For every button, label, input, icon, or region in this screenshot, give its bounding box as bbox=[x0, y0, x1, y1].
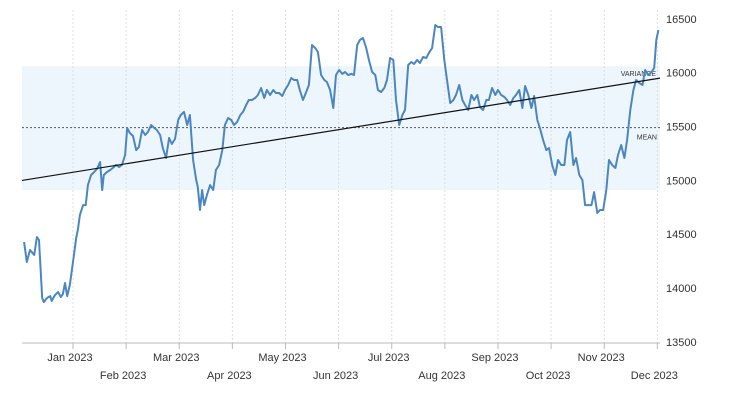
y-tick-label: 16500 bbox=[666, 14, 697, 26]
x-tick-label: Sep 2023 bbox=[471, 352, 518, 364]
x-tick-label: Jun 2023 bbox=[313, 370, 358, 382]
y-tick-label: 16000 bbox=[666, 68, 697, 80]
y-tick-label: 15000 bbox=[666, 175, 697, 187]
price-line bbox=[23, 24, 660, 304]
x-tick-label: Dec 2023 bbox=[631, 370, 678, 382]
x-tick-label: Nov 2023 bbox=[578, 352, 625, 364]
trend-line bbox=[21, 77, 661, 182]
x-tick-label: Apr 2023 bbox=[207, 370, 252, 382]
x-tick-label: Jan 2023 bbox=[47, 352, 92, 364]
x-tick-label: May 2023 bbox=[258, 352, 306, 364]
x-tick-label: Feb 2023 bbox=[100, 370, 146, 382]
variance-label: VARIANCE bbox=[621, 71, 657, 78]
mean-label: MEAN bbox=[637, 135, 657, 142]
y-tick-label: 13500 bbox=[666, 337, 697, 349]
x-tick-label: Aug 2023 bbox=[418, 370, 465, 382]
variance-band bbox=[22, 66, 660, 191]
x-tick-label: Oct 2023 bbox=[526, 370, 571, 382]
y-tick-label: 14500 bbox=[666, 229, 697, 241]
y-tick-label: 14000 bbox=[666, 283, 697, 295]
y-tick-label: 15500 bbox=[666, 122, 697, 134]
x-tick-label: Mar 2023 bbox=[153, 352, 199, 364]
x-tick-label: Jul 2023 bbox=[368, 352, 410, 364]
